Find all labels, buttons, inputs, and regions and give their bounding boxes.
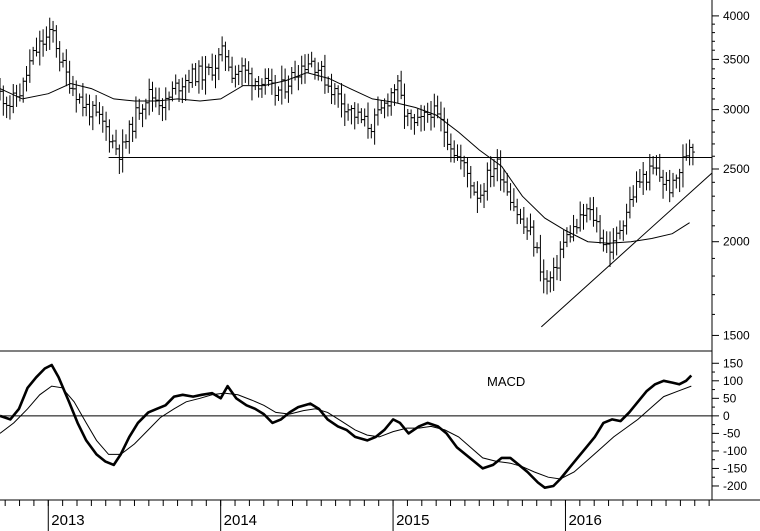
rising-trend-line bbox=[540, 172, 713, 328]
price-axis-label: 2000 bbox=[723, 235, 750, 249]
price-axis-label: 1500 bbox=[723, 328, 750, 342]
macd-axis-label: 50 bbox=[723, 391, 737, 405]
macd-axis: 150 100 50 0 -50 -100 -150 -200 bbox=[712, 356, 747, 493]
year-label: 2016 bbox=[568, 512, 601, 529]
year-label: 2013 bbox=[51, 512, 84, 529]
macd-axis-label: -100 bbox=[723, 444, 747, 458]
macd-axis-label: 100 bbox=[723, 374, 743, 388]
macd-title: MACD bbox=[487, 374, 525, 389]
macd-axis-label: -200 bbox=[723, 479, 747, 493]
price-axis-label: 4000 bbox=[723, 9, 750, 23]
price-axis-label: 3000 bbox=[723, 103, 750, 117]
macd-panel: MACD bbox=[0, 363, 712, 489]
macd-signal-line bbox=[0, 385, 692, 480]
macd-axis-label: -50 bbox=[723, 426, 741, 440]
price-axis: 1500 2000 2500 3000 3500 4000 bbox=[712, 9, 750, 342]
macd-axis-label: 150 bbox=[723, 356, 743, 370]
price-panel bbox=[0, 17, 713, 328]
year-label: 2015 bbox=[396, 512, 429, 529]
date-axis: 2013 2014 2015 2016 bbox=[4, 500, 710, 531]
macd-axis-label: -150 bbox=[723, 461, 747, 475]
year-label: 2014 bbox=[224, 512, 257, 529]
macd-axis-label: 0 bbox=[723, 409, 730, 423]
price-axis-label: 3500 bbox=[723, 52, 750, 66]
moving-average-line bbox=[0, 72, 690, 244]
macd-line bbox=[0, 363, 693, 489]
price-bars bbox=[0, 17, 695, 295]
price-axis-label: 2500 bbox=[723, 162, 750, 176]
